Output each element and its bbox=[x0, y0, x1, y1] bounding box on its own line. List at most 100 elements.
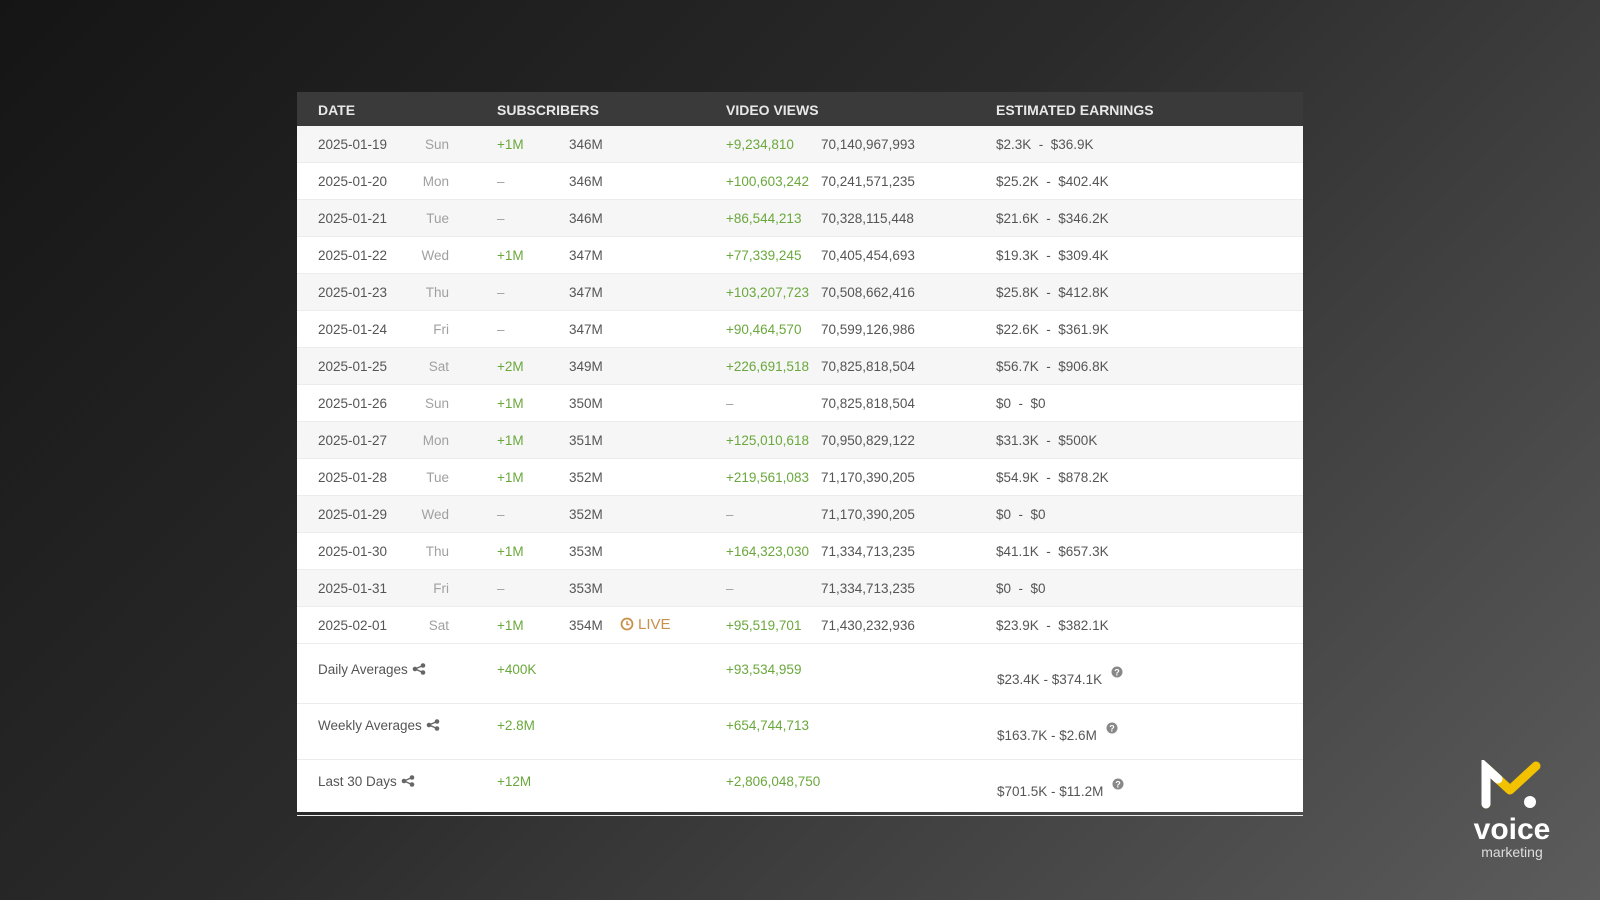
subscriber-change: – bbox=[497, 507, 505, 522]
earnings: $0 - $0 bbox=[996, 507, 1046, 522]
header-cell: VIDEO VIEWS bbox=[726, 102, 819, 118]
clock-icon bbox=[620, 617, 634, 631]
summary-subscribers: +12M bbox=[497, 774, 532, 789]
summary-subscribers: +400K bbox=[497, 662, 537, 677]
subscribers: 353M bbox=[569, 581, 603, 596]
weekday: Sun bbox=[424, 137, 449, 152]
subscriber-change: +1M bbox=[497, 618, 524, 633]
view-change: +90,464,570 bbox=[726, 322, 802, 337]
table-row: 2025-01-22 Wed +1M 347M +77,339,245 70,405,45… bbox=[297, 237, 1303, 274]
view-change: – bbox=[726, 507, 734, 522]
subscribers: 351M bbox=[569, 433, 603, 448]
subscriber-change: – bbox=[497, 174, 505, 189]
date: 2025-01-25 bbox=[318, 359, 388, 374]
subscriber-change: +1M bbox=[497, 470, 524, 485]
views: 71,170,390,205 bbox=[821, 470, 915, 485]
live-indicator: LIVE bbox=[620, 616, 671, 633]
help-icon[interactable]: ? bbox=[1106, 722, 1118, 734]
help-icon[interactable]: ? bbox=[1112, 778, 1124, 790]
share-icon[interactable] bbox=[426, 719, 440, 731]
view-change: +125,010,618 bbox=[726, 433, 809, 448]
earnings: $19.3K - $309.4K bbox=[996, 248, 1109, 263]
table-row: 2025-01-28 Tue +1M 352M +219,561,083 71,170,3… bbox=[297, 459, 1303, 496]
views: 70,140,967,993 bbox=[821, 137, 915, 152]
share-icon[interactable] bbox=[412, 663, 426, 675]
date: 2025-01-19 bbox=[318, 137, 388, 152]
weekday: Tue bbox=[426, 211, 449, 226]
earnings: $0 - $0 bbox=[996, 581, 1046, 596]
table-row: 2025-01-27 Mon +1M 351M +125,010,618 70,950,8… bbox=[297, 422, 1303, 459]
view-change: +100,603,242 bbox=[726, 174, 809, 189]
earnings: $22.6K - $361.9K bbox=[996, 322, 1109, 337]
weekday: Mon bbox=[422, 174, 449, 189]
table-row: 2025-01-24 Fri – 347M +90,464,570 70,599,126,… bbox=[297, 311, 1303, 348]
weekday: Wed bbox=[421, 507, 449, 522]
weekday: Sun bbox=[424, 396, 449, 411]
weekday: Thu bbox=[425, 544, 449, 559]
table-row: 2025-02-01 Sat +1M 354M LIVE +95,519,701 71,43… bbox=[297, 607, 1303, 644]
summary-label: Last 30 Days bbox=[318, 774, 415, 789]
views: 70,950,829,122 bbox=[821, 433, 915, 448]
live-label: LIVE bbox=[638, 616, 671, 633]
summary-views: +654,744,713 bbox=[726, 718, 809, 733]
subscribers: 347M bbox=[569, 248, 603, 263]
subscriber-change: +1M bbox=[497, 544, 524, 559]
subscribers: 346M bbox=[569, 211, 603, 226]
subscriber-change: +1M bbox=[497, 433, 524, 448]
earnings: $54.9K - $878.2K bbox=[996, 470, 1109, 485]
view-change: +219,561,083 bbox=[726, 470, 809, 485]
svg-text:?: ? bbox=[1109, 724, 1115, 734]
summary-subscribers: +2.8M bbox=[497, 718, 535, 733]
views: 71,334,713,235 bbox=[821, 581, 915, 596]
summary-label-text: Last 30 Days bbox=[318, 774, 397, 789]
earnings: $56.7K - $906.8K bbox=[996, 359, 1109, 374]
logo: voice marketing bbox=[1462, 757, 1562, 860]
earnings: $25.2K - $402.4K bbox=[996, 174, 1109, 189]
views: 70,405,454,693 bbox=[821, 248, 915, 263]
views: 70,599,126,986 bbox=[821, 322, 915, 337]
table-header: DATE SUBSCRIBERS VIDEO VIEWS ESTIMATED E… bbox=[297, 92, 1303, 126]
date: 2025-01-27 bbox=[318, 433, 388, 448]
subscriber-change: +1M bbox=[497, 396, 524, 411]
view-change: – bbox=[726, 581, 734, 596]
earnings: $2.3K - $36.9K bbox=[996, 137, 1094, 152]
help-icon[interactable]: ? bbox=[1111, 666, 1123, 678]
subscribers: 352M bbox=[569, 470, 603, 485]
svg-text:?: ? bbox=[1116, 780, 1122, 790]
header-cell: ESTIMATED EARNINGS bbox=[996, 102, 1154, 118]
subscribers: 350M bbox=[569, 396, 603, 411]
weekday: Thu bbox=[425, 285, 449, 300]
subscriber-change: – bbox=[497, 322, 505, 337]
svg-text:?: ? bbox=[1114, 668, 1120, 678]
summary-earnings: $163.7K - $2.6M? bbox=[997, 722, 1118, 743]
view-change: +95,519,701 bbox=[726, 618, 802, 633]
date: 2025-01-21 bbox=[318, 211, 388, 226]
summary-earnings-text: $23.4K - $374.1K bbox=[997, 672, 1103, 687]
subscribers: 353M bbox=[569, 544, 603, 559]
date: 2025-01-26 bbox=[318, 396, 388, 411]
views: 71,334,713,235 bbox=[821, 544, 915, 559]
views: 70,825,818,504 bbox=[821, 359, 915, 374]
view-change: – bbox=[726, 396, 734, 411]
weekday: Fri bbox=[433, 581, 449, 596]
earnings: $21.6K - $346.2K bbox=[996, 211, 1109, 226]
table-row: 2025-01-21 Tue – 346M +86,544,213 70,328,115,… bbox=[297, 200, 1303, 237]
subscriber-change: +1M bbox=[497, 248, 524, 263]
summary-row: Daily Averages +400K +93,534,959 $23.4K - $… bbox=[297, 648, 1303, 704]
date: 2025-01-20 bbox=[318, 174, 388, 189]
stats-table: DATE SUBSCRIBERS VIDEO VIEWS ESTIMATED E… bbox=[297, 92, 1303, 816]
share-icon[interactable] bbox=[401, 775, 415, 787]
subscribers: 346M bbox=[569, 137, 603, 152]
date: 2025-01-28 bbox=[318, 470, 388, 485]
earnings: $31.3K - $500K bbox=[996, 433, 1098, 448]
view-change: +77,339,245 bbox=[726, 248, 802, 263]
subscribers: 347M bbox=[569, 322, 603, 337]
earnings: $23.9K - $382.1K bbox=[996, 618, 1109, 633]
summary-earnings: $701.5K - $11.2M? bbox=[997, 778, 1124, 799]
summary-views: +93,534,959 bbox=[726, 662, 802, 677]
weekday: Fri bbox=[433, 322, 449, 337]
logo-tagline: marketing bbox=[1481, 844, 1543, 860]
subscribers: 346M bbox=[569, 174, 603, 189]
weekday: Mon bbox=[422, 433, 449, 448]
